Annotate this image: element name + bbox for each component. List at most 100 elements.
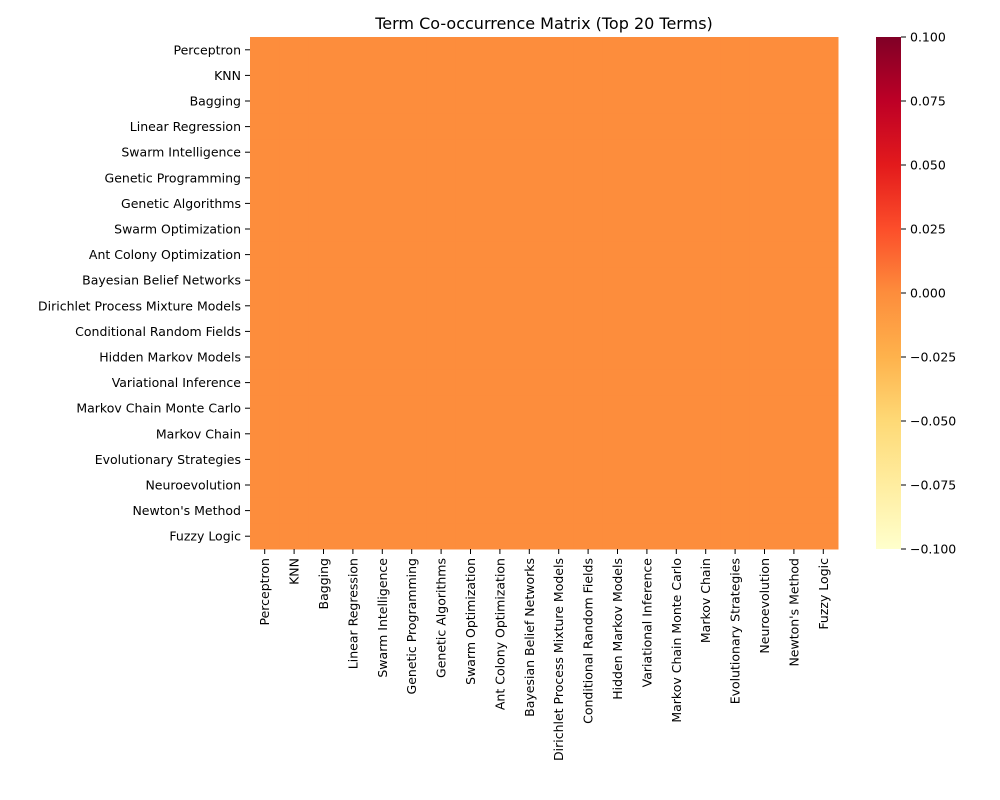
heatmap-cell [749,472,780,499]
heatmap-cell [749,318,780,345]
heatmap-cell [308,37,339,64]
heatmap-cell [661,369,692,396]
heatmap-cell [367,113,398,140]
heatmap-cell [485,369,516,396]
heatmap-cell [279,395,310,422]
heatmap-cell [544,446,574,473]
heatmap-cell [485,190,516,217]
heatmap-cell [749,421,780,448]
heatmap-cell [720,472,751,499]
heatmap-cell [661,216,692,243]
heatmap-cell [397,369,427,396]
heatmap-cell [338,421,369,448]
heatmap-cell [397,241,427,268]
heatmap-cell [367,344,398,371]
heatmap-cell [691,523,721,550]
heatmap-cell [367,267,398,294]
heatmap-cell [779,37,810,64]
heatmap-cell [367,395,398,422]
heatmap-cell [720,523,751,550]
heatmap-cell [808,88,839,115]
heatmap-cell [779,523,810,550]
heatmap-cell [661,318,692,345]
heatmap-cell [602,165,633,192]
heatmap-cell [749,37,780,64]
heatmap-cell [779,62,810,89]
heatmap-cell [367,497,398,524]
heatmap-cell [602,446,633,473]
heatmap-cell [602,216,633,243]
colorbar-tick-label: 0.100 [910,30,946,45]
colorbar-tick-label: −0.025 [910,350,956,365]
heatmap-cell [661,497,692,524]
heatmap-cell [779,165,810,192]
heatmap-cell [632,113,663,140]
heatmap-cell [250,523,280,550]
heatmap-cell [544,293,574,320]
heatmap-cell [514,472,545,499]
heatmap-cell [632,395,663,422]
heatmap-cell [250,241,280,268]
heatmap-cell [397,395,427,422]
heatmap-cell [250,216,280,243]
heatmap-cell [602,472,633,499]
heatmap-cell [308,267,339,294]
heatmap-cell [367,421,398,448]
heatmap-cell [573,190,604,217]
heatmap-cell [808,523,839,550]
heatmap-cell [338,369,369,396]
heatmap-cell [573,369,604,396]
heatmap-cell [691,165,721,192]
heatmap-cell [749,446,780,473]
heatmap-cell [544,190,574,217]
heatmap-cell [749,267,780,294]
heatmap-cell [279,497,310,524]
heatmap-cell [514,421,545,448]
heatmap-cell [632,216,663,243]
heatmap-cell [338,293,369,320]
heatmap-cell [661,88,692,115]
row-label: Variational Inference [112,375,242,390]
heatmap-cell [485,446,516,473]
heatmap-cell [514,344,545,371]
heatmap-cell [279,267,310,294]
row-label: Dirichlet Process Mixture Models [38,298,241,313]
heatmap-cell [808,190,839,217]
row-label: Perceptron [174,42,241,57]
heatmap-cell [455,165,486,192]
heatmap-cell [573,62,604,89]
heatmap-cell [808,37,839,64]
heatmap-cell [691,62,721,89]
heatmap-cell [250,421,280,448]
heatmap-cell [808,165,839,192]
heatmap-cell [426,395,457,422]
heatmap-cell [720,318,751,345]
heatmap-cell [485,472,516,499]
column-label: KNN [287,558,302,585]
heatmap-cell [573,497,604,524]
heatmap-cell [338,88,369,115]
heatmap-cell [720,421,751,448]
heatmap-cell [544,472,574,499]
heatmap-cell [426,446,457,473]
heatmap-cell [455,216,486,243]
heatmap-cell [779,267,810,294]
row-label: Newton's Method [132,503,241,518]
heatmap-cell [485,523,516,550]
heatmap-cell [749,293,780,320]
column-label: Fuzzy Logic [816,558,831,630]
heatmap-cell [485,293,516,320]
heatmap-cell [514,165,545,192]
heatmap-cell [661,472,692,499]
heatmap-cell [573,88,604,115]
heatmap-cell [720,344,751,371]
heatmap-cell [338,139,369,166]
heatmap-cell [749,523,780,550]
heatmap-cell [632,293,663,320]
row-label: Markov Chain Monte Carlo [76,401,241,416]
heatmap-cell [426,472,457,499]
heatmap-cell [279,293,310,320]
heatmap-cell [455,497,486,524]
heatmap-cell [308,421,339,448]
heatmap-cell [808,318,839,345]
